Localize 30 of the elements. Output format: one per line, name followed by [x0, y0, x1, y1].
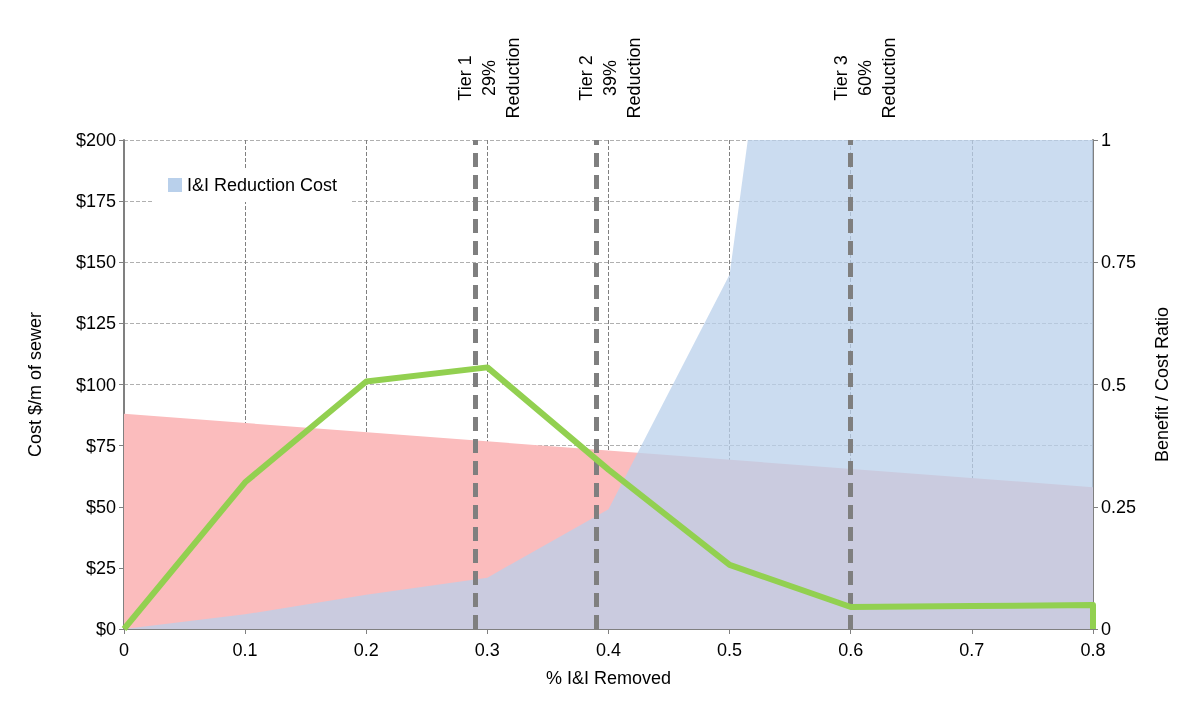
- y-tick-label: $125: [75, 313, 116, 334]
- y2-tick-label: 0.25: [1101, 496, 1137, 517]
- y2-tick-label: 0: [1101, 619, 1112, 639]
- x-tick-label: 0.1: [232, 640, 258, 660]
- y-tick-label: $0: [95, 619, 116, 639]
- x-axis-title: % I&I Removed: [545, 668, 672, 688]
- ref-line-label: Tier 2 39% Reduction: [576, 37, 645, 119]
- y2-axis-title: Benefit / Cost Ratio: [1152, 306, 1172, 463]
- y-tick-label: $75: [85, 435, 116, 456]
- x-tick-label: 0.5: [717, 640, 743, 660]
- y-tick-label: $25: [85, 557, 116, 578]
- x-tick-label: 0.4: [595, 640, 622, 660]
- legend-label: I&I Reduction Cost: [187, 175, 338, 195]
- y-tick-label: $150: [75, 252, 116, 273]
- y-tick-label: $175: [75, 191, 116, 212]
- ref-line-label: Tier 1 29% Reduction: [455, 37, 524, 119]
- x-tick-label: 0.2: [353, 640, 379, 660]
- x-tick-label: 0.3: [474, 640, 500, 660]
- y-axis-title: Cost $/m of sewer: [25, 311, 45, 458]
- y-tick-label: $200: [75, 130, 116, 150]
- x-tick-label: 0.6: [838, 640, 864, 660]
- ref-line-label: Tier 3 60% Reduction: [830, 37, 899, 119]
- y-tick-label: $100: [75, 374, 116, 395]
- x-tick-label: 0: [118, 640, 130, 660]
- y2-tick-label: 0.5: [1101, 374, 1127, 395]
- y2-tick-label: 0.75: [1101, 252, 1137, 273]
- y2-tick-label: 1: [1101, 130, 1112, 150]
- y-tick-label: $50: [85, 496, 116, 517]
- x-tick-label: 0.8: [1080, 640, 1106, 660]
- x-tick-label: 0.7: [959, 640, 985, 660]
